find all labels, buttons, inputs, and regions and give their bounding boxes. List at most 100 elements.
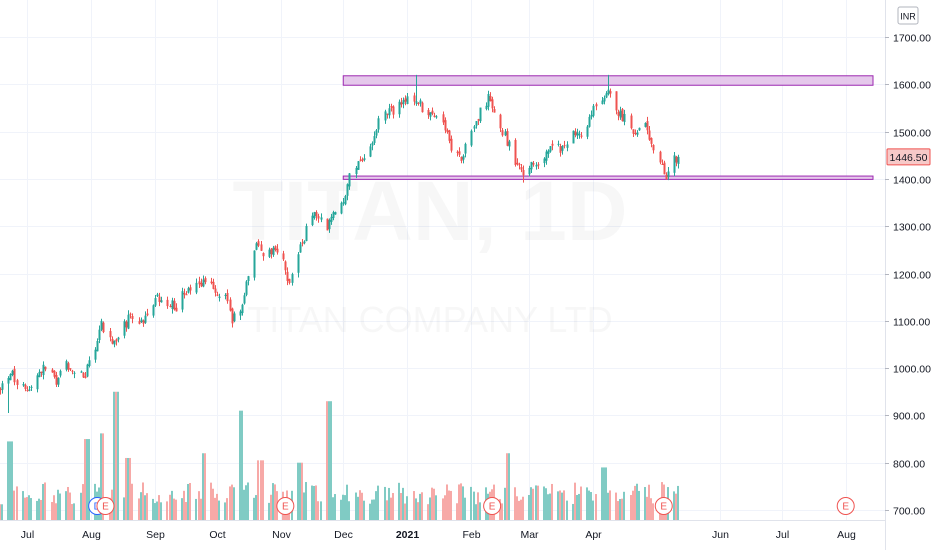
candle-body[interactable]: [648, 130, 651, 140]
candle-body[interactable]: [462, 155, 465, 160]
candle-body[interactable]: [456, 151, 459, 153]
candle-body[interactable]: [518, 164, 521, 166]
candle-body[interactable]: [86, 364, 89, 377]
candle-body[interactable]: [603, 97, 606, 102]
candle-body[interactable]: [28, 389, 31, 391]
candle-body[interactable]: [442, 114, 445, 123]
candle-body[interactable]: [301, 242, 304, 244]
candle-body[interactable]: [371, 142, 374, 146]
candle-body[interactable]: [224, 294, 227, 296]
candle-body[interactable]: [487, 94, 490, 107]
event-marker-e[interactable]: E: [836, 497, 855, 515]
candle-body[interactable]: [152, 305, 155, 316]
candle-body[interactable]: [102, 322, 105, 333]
candle-body[interactable]: [1, 383, 4, 390]
candle-body[interactable]: [59, 370, 62, 376]
candle-body[interactable]: [386, 113, 389, 115]
candle-body[interactable]: [73, 372, 76, 374]
candle-body[interactable]: [479, 107, 482, 122]
candle-body[interactable]: [665, 174, 668, 180]
candle-body[interactable]: [506, 131, 509, 146]
candle-body[interactable]: [392, 106, 395, 115]
candle-body[interactable]: [115, 339, 118, 342]
candle-body[interactable]: [359, 159, 362, 161]
candle-body[interactable]: [520, 167, 523, 170]
candle-body[interactable]: [44, 366, 47, 370]
candle-body[interactable]: [377, 118, 380, 130]
candle-body[interactable]: [315, 212, 318, 217]
candle-body[interactable]: [508, 141, 511, 147]
candle-body[interactable]: [260, 244, 263, 251]
candle-body[interactable]: [38, 371, 41, 378]
candle-body[interactable]: [13, 368, 16, 383]
candle-body[interactable]: [543, 158, 546, 164]
candle-body[interactable]: [218, 296, 221, 299]
candle-body[interactable]: [450, 138, 453, 151]
candle-body[interactable]: [348, 173, 351, 187]
candle-body[interactable]: [431, 110, 434, 114]
candle-body[interactable]: [125, 321, 128, 328]
candle-body[interactable]: [214, 288, 217, 293]
candle-body[interactable]: [111, 338, 114, 344]
candle-body[interactable]: [477, 119, 480, 121]
candle-body[interactable]: [357, 161, 360, 170]
candle-body[interactable]: [154, 298, 157, 306]
candle-body[interactable]: [173, 300, 176, 310]
candle-body[interactable]: [171, 300, 174, 309]
candle-body[interactable]: [144, 315, 147, 323]
candle-body[interactable]: [131, 316, 134, 319]
candle-body[interactable]: [621, 109, 624, 122]
candle-body[interactable]: [210, 281, 213, 284]
candle-body[interactable]: [578, 133, 581, 135]
candle-body[interactable]: [470, 130, 473, 146]
candle-body[interactable]: [619, 110, 622, 118]
candle-body[interactable]: [185, 294, 188, 296]
candle-body[interactable]: [342, 202, 345, 204]
candle-body[interactable]: [675, 156, 678, 163]
candle-body[interactable]: [566, 144, 569, 148]
candle-body[interactable]: [632, 129, 635, 134]
candle-body[interactable]: [183, 292, 186, 295]
candle-body[interactable]: [109, 331, 112, 338]
candle-body[interactable]: [140, 319, 143, 323]
candle-body[interactable]: [532, 163, 535, 165]
candle-body[interactable]: [257, 241, 260, 246]
candle-body[interactable]: [661, 163, 664, 165]
candle-body[interactable]: [94, 349, 97, 360]
candle-body[interactable]: [212, 281, 215, 289]
candle-body[interactable]: [22, 384, 25, 386]
support-zone[interactable]: [342, 175, 874, 180]
candle-body[interactable]: [117, 337, 120, 340]
candle-body[interactable]: [595, 104, 598, 107]
candle-body[interactable]: [100, 320, 103, 330]
candle-body[interactable]: [572, 130, 575, 144]
candle-body[interactable]: [586, 126, 589, 137]
candle-body[interactable]: [373, 136, 376, 143]
candle-body[interactable]: [677, 156, 680, 164]
candle-body[interactable]: [601, 100, 604, 105]
candle-body[interactable]: [129, 313, 132, 315]
candle-body[interactable]: [96, 340, 99, 352]
candle-body[interactable]: [146, 313, 149, 316]
candle-body[interactable]: [332, 212, 335, 218]
candle-body[interactable]: [80, 371, 83, 373]
candle-body[interactable]: [617, 111, 620, 116]
candle-body[interactable]: [607, 89, 610, 95]
candle-body[interactable]: [317, 216, 320, 219]
candle-body[interactable]: [592, 105, 595, 116]
candle-body[interactable]: [200, 282, 203, 287]
candle-body[interactable]: [375, 130, 378, 136]
candle-body[interactable]: [127, 314, 130, 329]
candle-body[interactable]: [427, 110, 430, 116]
candle-body[interactable]: [241, 304, 244, 314]
candle-body[interactable]: [435, 116, 438, 118]
candle-body[interactable]: [239, 311, 242, 316]
candle-body[interactable]: [415, 101, 418, 104]
candle-body[interactable]: [169, 305, 172, 307]
candle-body[interactable]: [255, 243, 258, 250]
candle-body[interactable]: [204, 278, 207, 283]
candle-body[interactable]: [24, 384, 27, 390]
candle-body[interactable]: [268, 249, 271, 257]
